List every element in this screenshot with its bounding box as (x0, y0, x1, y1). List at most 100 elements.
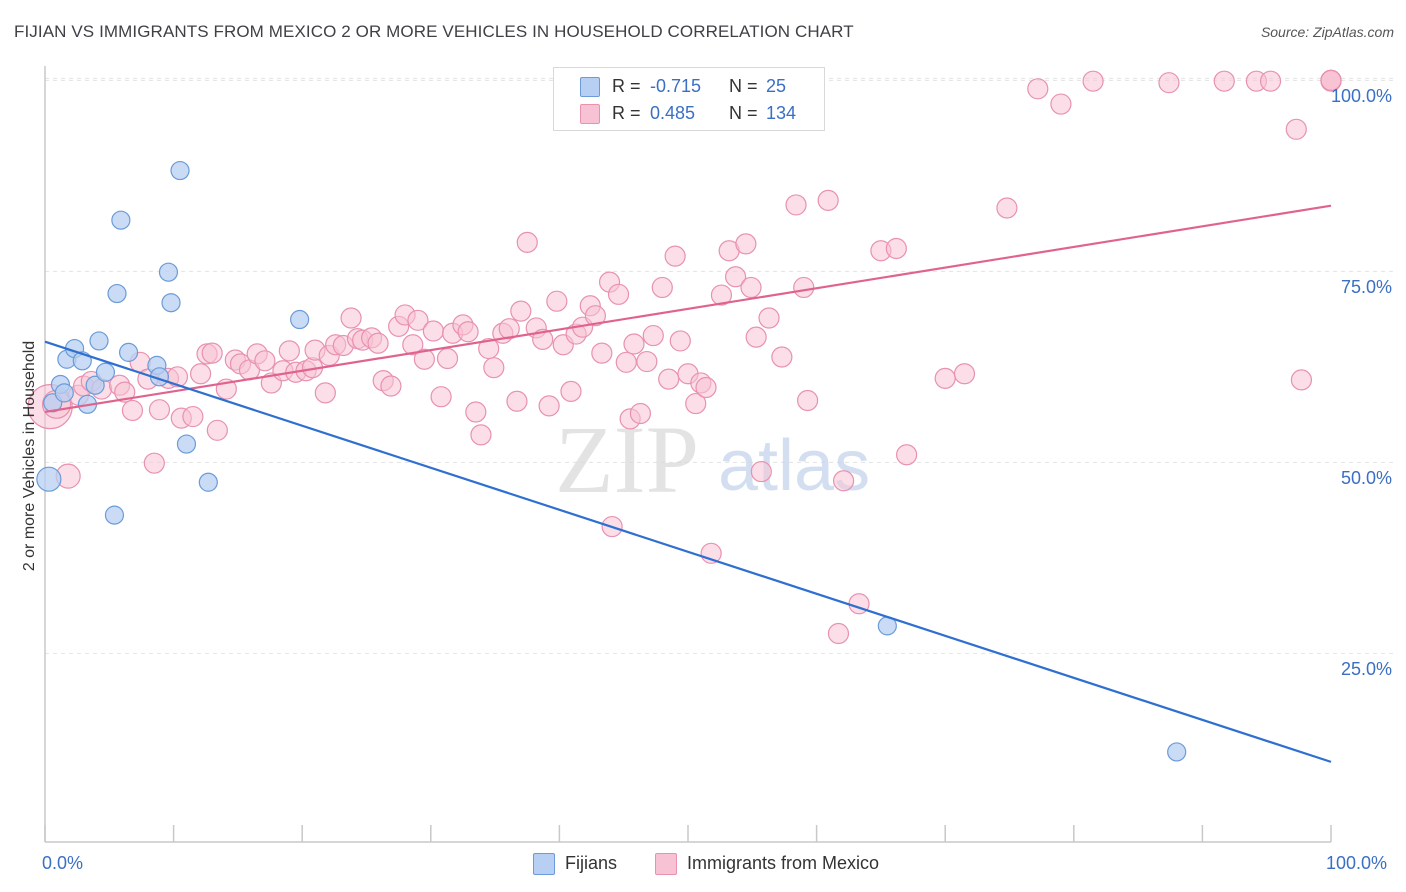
mexico-point (206, 419, 228, 441)
mexico-point (740, 276, 762, 299)
fijian-point (104, 505, 125, 525)
mexico-point (817, 189, 839, 211)
mexico-point (1290, 369, 1313, 391)
mexico-point (664, 245, 686, 267)
mexico-point (953, 363, 976, 385)
mexico-point (510, 300, 532, 322)
mexico-point (148, 399, 171, 421)
fijian-point (1167, 742, 1187, 762)
mexico-point (695, 376, 717, 399)
mexico-n-value: 134 (766, 103, 797, 123)
fijian-point (198, 472, 218, 492)
trend-lines (44, 204, 1332, 763)
mexico-point (629, 402, 652, 425)
mexico-point (278, 340, 300, 362)
mexico-point (506, 390, 528, 412)
legend-row-fijians: R = -0.715 N = 25 (554, 74, 824, 98)
fijian-point (89, 331, 109, 351)
mexico-point (745, 326, 767, 348)
fijian-point (54, 383, 74, 403)
mexico-point (367, 332, 389, 354)
fijian-point (161, 293, 181, 313)
mexico-point (833, 470, 855, 492)
fijians-r-value: -0.715 (650, 76, 702, 96)
mexico-point (1320, 69, 1342, 92)
mexico-point (483, 357, 505, 379)
x-tick-label-100: 100.0% (1326, 853, 1388, 873)
mexico-point (422, 320, 444, 342)
fijians-swatch (580, 77, 600, 97)
source-label: Source: ZipAtlas.com (1260, 24, 1394, 40)
mexico-point (413, 348, 435, 370)
mexico-n-label: N = (729, 103, 758, 123)
mexico-point (1158, 72, 1180, 94)
y-tick-label-25: 25.0% (1340, 659, 1392, 679)
mexico-point (636, 350, 658, 373)
fijians-n-value: 25 (766, 76, 787, 96)
mexico-point (498, 318, 520, 340)
mexico-point (190, 363, 212, 385)
fijian-point (36, 466, 62, 492)
mexico-point (584, 305, 607, 327)
fijian-point (176, 434, 197, 454)
mexico-point (591, 342, 613, 364)
mexico-point (402, 334, 424, 356)
y-tick-label-75: 75.0% (1340, 277, 1392, 297)
mexico-point (750, 460, 772, 483)
fijian-point (170, 160, 190, 181)
mexico-point (538, 395, 560, 417)
mexico-point (314, 382, 336, 404)
y-tick-label-100: 100.0% (1330, 86, 1392, 106)
mexico-point (796, 389, 819, 412)
mexico-point (623, 333, 645, 355)
mexico-point (114, 381, 136, 403)
y-tick-label-50: 50.0% (1340, 468, 1392, 488)
mexico-point (934, 367, 956, 389)
mexico-point (1050, 93, 1072, 115)
mexico-point (201, 342, 223, 364)
fijian-point (118, 342, 139, 362)
mexico-point (658, 368, 680, 390)
mexico-point (758, 307, 780, 329)
mexico-r-value: 0.485 (650, 103, 696, 123)
x-tick-label-0: 0.0% (42, 853, 84, 873)
mexico-r-label: R = (612, 103, 641, 123)
mexico-point (121, 399, 144, 422)
mexico-point (1259, 70, 1282, 92)
fijian-point (290, 309, 310, 330)
mexico-point (996, 197, 1018, 219)
mexico-point (885, 237, 907, 260)
mexico-point (430, 386, 452, 408)
mexico-point (771, 346, 793, 368)
mexico-point (651, 276, 673, 299)
correlation-legend: R = -0.715 N = 25 R = 0.485 N = 134 (553, 67, 825, 131)
fijians-legend-label: Fijians (565, 853, 618, 873)
watermark: ZIP atlas (555, 406, 870, 513)
mexico-point (724, 266, 747, 288)
mexico-point (532, 328, 554, 350)
mexico-point (546, 290, 568, 312)
mexico-point (470, 424, 492, 446)
mexico-legend-label: Immigrants from Mexico (687, 853, 880, 873)
mexico-point (1213, 70, 1235, 92)
fijians-trend-line (44, 340, 1332, 763)
chart-title: FIJIAN VS IMMIGRANTS FROM MEXICO 2 OR MO… (14, 22, 854, 41)
mexico-point (143, 452, 165, 474)
fijian-point (158, 262, 179, 282)
mexico-point (793, 276, 815, 299)
mexico-point (669, 330, 691, 352)
axes (44, 66, 1332, 843)
mexico-point (607, 283, 630, 305)
y-axis-label: 2 or more Vehicles in Household (21, 340, 38, 572)
mexico-point (560, 380, 582, 402)
mexico-points (27, 69, 1342, 645)
mexico-point (1082, 70, 1104, 92)
mexico-point (896, 444, 918, 466)
mexico-legend-swatch (655, 853, 677, 875)
mexico-point (685, 392, 707, 415)
fijian-point (107, 283, 127, 304)
fijians-n-label: N = (729, 76, 758, 96)
mexico-point (182, 405, 204, 428)
fijians-legend-swatch (533, 853, 555, 875)
